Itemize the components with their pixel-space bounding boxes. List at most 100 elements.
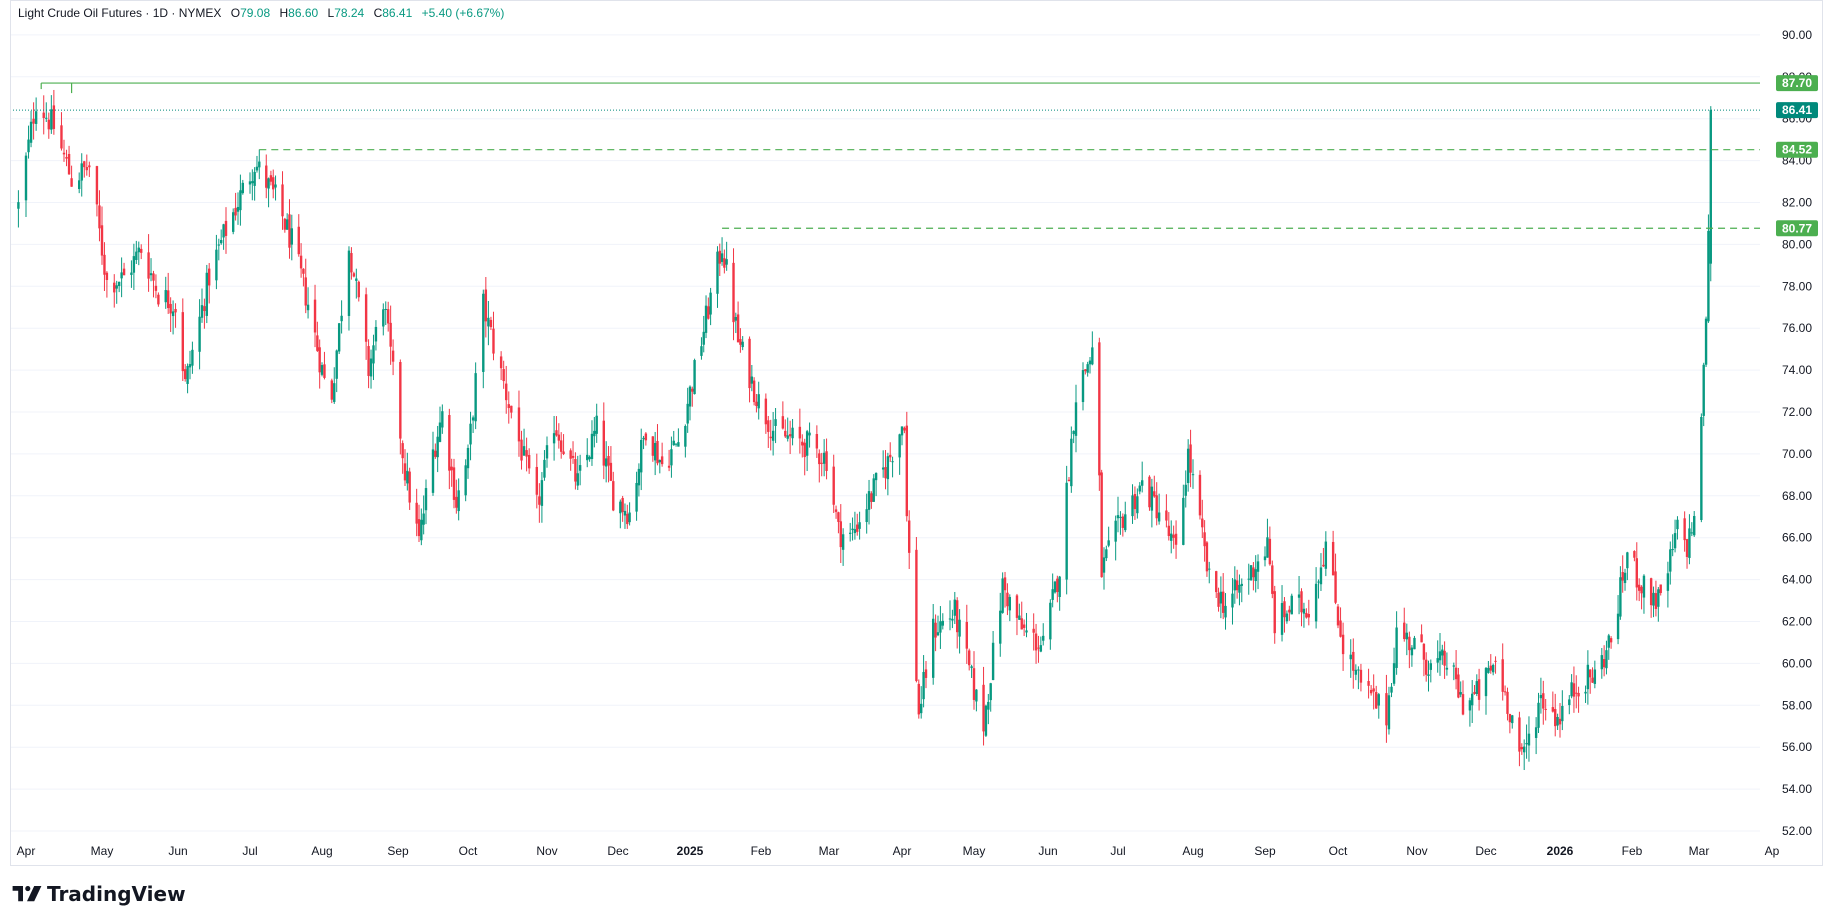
- candle-body: [200, 305, 204, 318]
- time-axis[interactable]: Apr May Jun Jul Aug Sep Oct Nov Dec 2025 Feb Mar Apr…: [17, 844, 1780, 858]
- x-tick-label: Jul: [1110, 844, 1125, 858]
- candle-body: [1150, 486, 1154, 511]
- candle-body: [1683, 518, 1686, 541]
- price-axis[interactable]: 52.00 54.00 56.00 58.00 60.00 62.00 64.00 66.00…: [1782, 28, 1812, 838]
- candle-body: [1669, 549, 1672, 572]
- candle-body: [732, 262, 735, 323]
- candle-body: [306, 304, 310, 311]
- candle-body: [822, 452, 826, 464]
- horizontal-levels[interactable]: [10, 82, 1760, 229]
- candle-body: [987, 701, 990, 710]
- y-tick-label: 56.00: [1782, 740, 1812, 754]
- candle-body: [337, 323, 341, 352]
- y-tick-label: 80.00: [1782, 237, 1812, 251]
- candle-body: [801, 441, 804, 446]
- candle-body: [137, 247, 140, 253]
- candle-body: [653, 442, 657, 461]
- candle-body: [1527, 733, 1531, 746]
- candle-body: [1174, 533, 1178, 545]
- candle-body: [886, 456, 890, 480]
- x-tick-label: May: [963, 844, 986, 858]
- candle-body: [1219, 591, 1223, 604]
- candle-body: [1704, 318, 1708, 365]
- candle-body: [258, 161, 261, 168]
- last-price-tag: 86.41: [1776, 102, 1818, 119]
- candle-body: [1339, 620, 1342, 637]
- candle-body: [186, 365, 189, 384]
- candle-body: [1121, 516, 1125, 528]
- candle-body: [970, 666, 973, 669]
- candle-body: [1707, 230, 1710, 322]
- candle-body: [1084, 369, 1087, 372]
- candle-body: [406, 470, 409, 484]
- candle-body: [239, 190, 242, 211]
- candle-body: [1334, 571, 1337, 603]
- candle-body: [872, 478, 875, 502]
- tradingview-logo[interactable]: TradingView: [12, 882, 186, 906]
- candle-body: [752, 380, 756, 403]
- candle-body: [1252, 567, 1255, 578]
- candle-body: [1131, 495, 1134, 517]
- candle-body: [1354, 669, 1358, 675]
- candle-body: [1491, 664, 1495, 673]
- candle-body: [65, 156, 68, 159]
- candle-body: [1642, 575, 1646, 598]
- candle-body: [1657, 589, 1660, 607]
- candle-body: [352, 273, 356, 277]
- candle-body: [1586, 664, 1590, 690]
- candle-body: [115, 285, 118, 289]
- candle-body: [299, 255, 303, 269]
- candle-body: [865, 509, 868, 523]
- candle-body: [1575, 692, 1578, 694]
- candle-body: [1056, 578, 1059, 593]
- candle-body: [922, 671, 925, 700]
- candle-body: [1494, 660, 1497, 662]
- y-tick-label: 64.00: [1782, 573, 1812, 587]
- x-tick-label: Sep: [1254, 844, 1276, 858]
- candle-body: [1626, 552, 1629, 569]
- candle-body: [1518, 717, 1521, 752]
- candle-body: [688, 386, 692, 407]
- candle-body: [457, 490, 460, 512]
- y-tick-label: 72.00: [1782, 405, 1812, 419]
- candle-body: [1184, 484, 1187, 496]
- x-tick-label: 2026: [1547, 844, 1574, 858]
- candle-body: [474, 373, 477, 422]
- candle-body: [1119, 516, 1122, 518]
- candle-body: [1155, 495, 1158, 519]
- candle-body: [364, 294, 368, 342]
- candle-body: [520, 439, 523, 461]
- candle-body: [1602, 659, 1606, 668]
- candle-body: [1072, 430, 1075, 435]
- candle-body: [510, 405, 513, 413]
- candle-body: [222, 224, 225, 238]
- x-tick-label: Feb: [751, 844, 772, 858]
- candle-body: [543, 459, 546, 478]
- candle-body: [502, 369, 505, 382]
- candle-body: [870, 493, 873, 502]
- x-tick-label: Oct: [1329, 844, 1348, 858]
- candle-body: [17, 202, 20, 209]
- candle-body: [1070, 438, 1073, 487]
- candle-body: [372, 345, 375, 364]
- candle-body: [707, 306, 710, 319]
- symbol-title[interactable]: Light Crude Oil Futures · 1D · NYMEX: [18, 6, 222, 20]
- candle-body: [208, 268, 211, 286]
- candle-body: [1621, 572, 1624, 581]
- candle-body: [304, 277, 307, 306]
- y-tick-label: 90.00: [1782, 28, 1812, 42]
- candle-body: [874, 472, 878, 481]
- x-tick-label: Jul: [242, 844, 257, 858]
- candle-body: [748, 338, 751, 389]
- candle-body: [1098, 342, 1101, 476]
- candle-body: [1307, 613, 1310, 618]
- candle-body: [441, 411, 444, 428]
- candle-body: [709, 292, 712, 315]
- candle-body: [1484, 667, 1488, 697]
- candle-body: [330, 380, 334, 400]
- candle-body: [1572, 683, 1576, 697]
- candle-body: [1018, 615, 1021, 620]
- candle-body: [135, 251, 138, 260]
- candle-body: [1659, 584, 1662, 594]
